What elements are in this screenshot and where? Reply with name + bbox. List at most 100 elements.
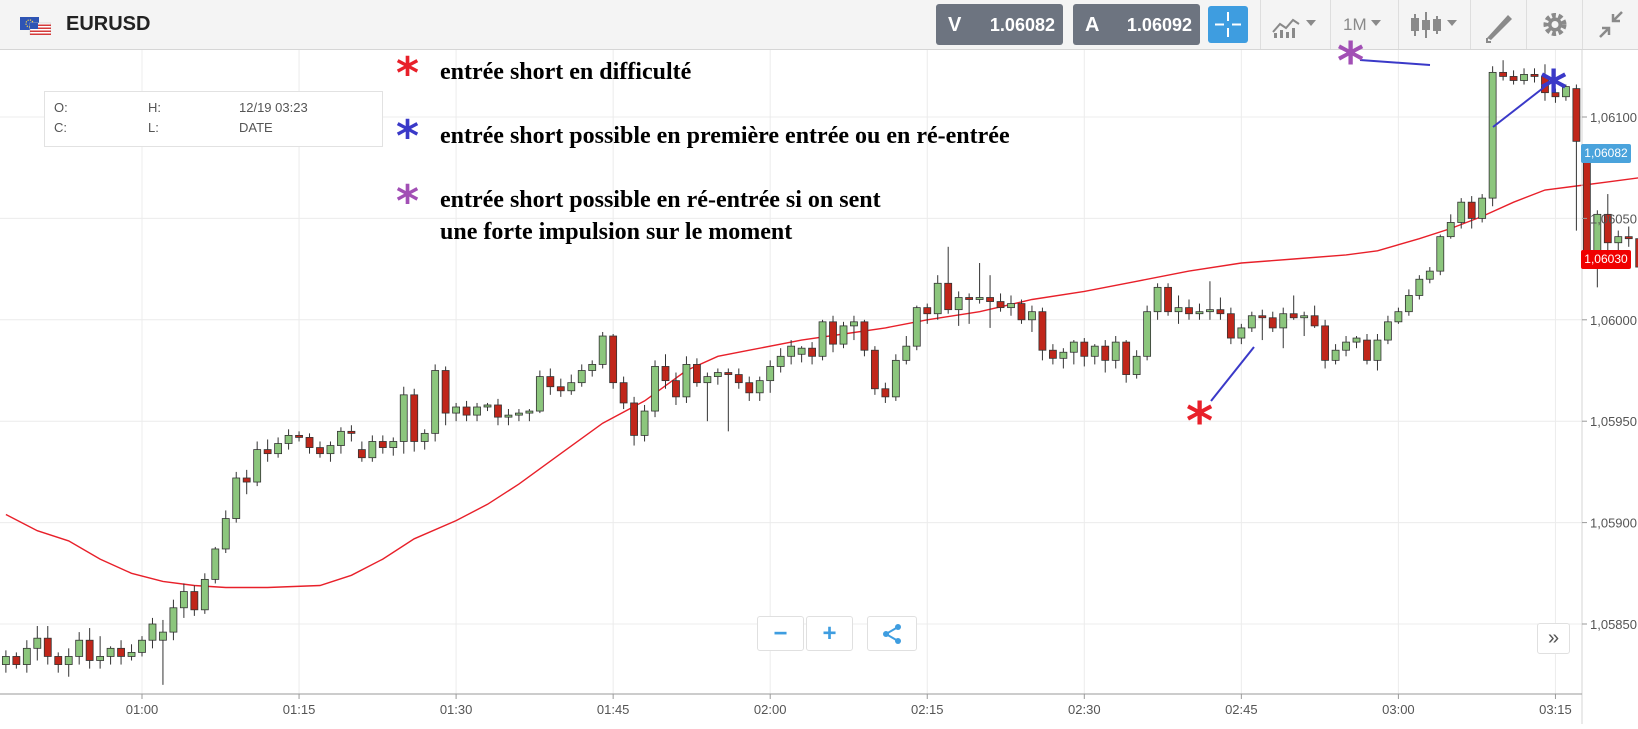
candle-body bbox=[1090, 345, 1099, 357]
candle bbox=[1446, 214, 1455, 239]
candle bbox=[515, 409, 523, 422]
candle bbox=[787, 340, 796, 365]
candle-body bbox=[1143, 311, 1152, 357]
timeframe-dropdown[interactable]: 1M bbox=[1330, 0, 1388, 49]
timeframe-label: 1M bbox=[1343, 15, 1367, 34]
instrument-symbol[interactable]: EURUSD bbox=[66, 13, 151, 35]
candle bbox=[410, 388, 419, 452]
candle bbox=[232, 471, 241, 523]
purple-note-line2: une forte impulsion sur le moment bbox=[440, 219, 793, 245]
candle-body bbox=[1164, 286, 1172, 313]
candle-body bbox=[954, 297, 963, 311]
candle-body bbox=[263, 449, 272, 455]
candle-body bbox=[389, 441, 398, 448]
candle bbox=[1488, 66, 1497, 207]
candle bbox=[179, 583, 188, 618]
candle-body bbox=[609, 335, 618, 384]
candle bbox=[1279, 307, 1288, 349]
candle-body bbox=[724, 372, 733, 375]
candle bbox=[713, 368, 722, 385]
candle-body bbox=[232, 477, 241, 519]
draw-tool-button[interactable] bbox=[1470, 0, 1526, 49]
y-tick-label: 1,06100 bbox=[1590, 110, 1637, 125]
candle bbox=[1007, 295, 1015, 316]
candle-body bbox=[1101, 345, 1110, 361]
x-tick-label: 03:15 bbox=[1539, 702, 1572, 717]
scroll-to-latest-button[interactable]: » bbox=[1537, 623, 1570, 654]
candle-body bbox=[1, 656, 10, 665]
x-tick-label: 03:00 bbox=[1382, 702, 1415, 717]
candle-body bbox=[1384, 321, 1392, 341]
candle bbox=[1603, 194, 1612, 251]
candle bbox=[1122, 340, 1131, 383]
candle-body bbox=[305, 437, 314, 448]
candle bbox=[609, 333, 618, 389]
ohlc-info-box: O: H: 12/19 03:23 C: L: DATE bbox=[44, 91, 383, 147]
candle-body bbox=[200, 578, 209, 611]
candle-body bbox=[577, 370, 586, 384]
price-chart[interactable]: 1,05850 1,05900 1,05950 1,06000 1,06050 1,061… bbox=[0, 50, 1638, 729]
candle bbox=[850, 315, 858, 341]
candle bbox=[54, 652, 63, 673]
candle-body bbox=[797, 347, 806, 355]
candle-body bbox=[378, 441, 387, 448]
settings-button[interactable] bbox=[1526, 0, 1582, 49]
candle bbox=[190, 585, 199, 616]
candle bbox=[22, 640, 31, 673]
candle-body bbox=[295, 434, 303, 438]
candle bbox=[1069, 340, 1078, 365]
candle-body bbox=[179, 591, 188, 609]
candle bbox=[902, 336, 911, 365]
candle-body bbox=[106, 647, 115, 657]
candle-body bbox=[891, 359, 900, 398]
crosshair-button[interactable] bbox=[1208, 6, 1248, 43]
date-label: DATE bbox=[239, 120, 273, 135]
candle bbox=[1436, 234, 1445, 276]
candle bbox=[1457, 198, 1466, 229]
x-tick-label: 02:45 bbox=[1225, 702, 1258, 717]
candle-body bbox=[598, 335, 607, 365]
candle bbox=[43, 626, 52, 665]
candle bbox=[1300, 311, 1309, 337]
candle bbox=[159, 619, 167, 685]
candle-body bbox=[1247, 315, 1256, 329]
candle bbox=[211, 546, 220, 584]
collapse-button[interactable] bbox=[1582, 0, 1638, 49]
zoom-in-button[interactable]: + bbox=[806, 616, 853, 651]
candle-body bbox=[138, 639, 146, 653]
chart-type-button[interactable] bbox=[1260, 0, 1320, 49]
candle bbox=[839, 321, 848, 349]
buy-price-button[interactable]: A 1.06092 bbox=[1073, 4, 1200, 45]
x-tick-label: 02:30 bbox=[1068, 702, 1101, 717]
sell-price-button[interactable]: V 1.06082 bbox=[936, 4, 1063, 45]
candle bbox=[221, 510, 230, 554]
candle-body bbox=[965, 297, 974, 300]
share-button[interactable] bbox=[867, 616, 917, 651]
candle bbox=[1342, 336, 1350, 357]
candle bbox=[200, 573, 209, 614]
candle-body bbox=[54, 656, 63, 665]
candle-body bbox=[1394, 311, 1403, 323]
candle bbox=[1101, 340, 1110, 373]
candle bbox=[871, 346, 879, 395]
candle-body bbox=[1289, 313, 1298, 319]
candle-body bbox=[211, 548, 220, 580]
y-tick-label: 1,06000 bbox=[1590, 313, 1637, 328]
candle bbox=[1352, 336, 1361, 349]
candle-style-button[interactable] bbox=[1398, 0, 1460, 49]
candle bbox=[75, 632, 84, 665]
candle-body bbox=[441, 370, 450, 414]
candle bbox=[734, 368, 743, 389]
candle bbox=[148, 617, 157, 649]
candle bbox=[12, 652, 21, 669]
candle-body bbox=[159, 631, 167, 641]
candle bbox=[1635, 238, 1638, 268]
candle-body bbox=[169, 607, 178, 633]
zoom-out-button[interactable]: − bbox=[757, 616, 804, 651]
candle bbox=[1153, 283, 1162, 320]
candle bbox=[619, 376, 628, 410]
candle-body bbox=[1499, 71, 1507, 77]
candle bbox=[567, 374, 576, 395]
candle bbox=[274, 437, 283, 458]
candle-body bbox=[745, 382, 754, 394]
